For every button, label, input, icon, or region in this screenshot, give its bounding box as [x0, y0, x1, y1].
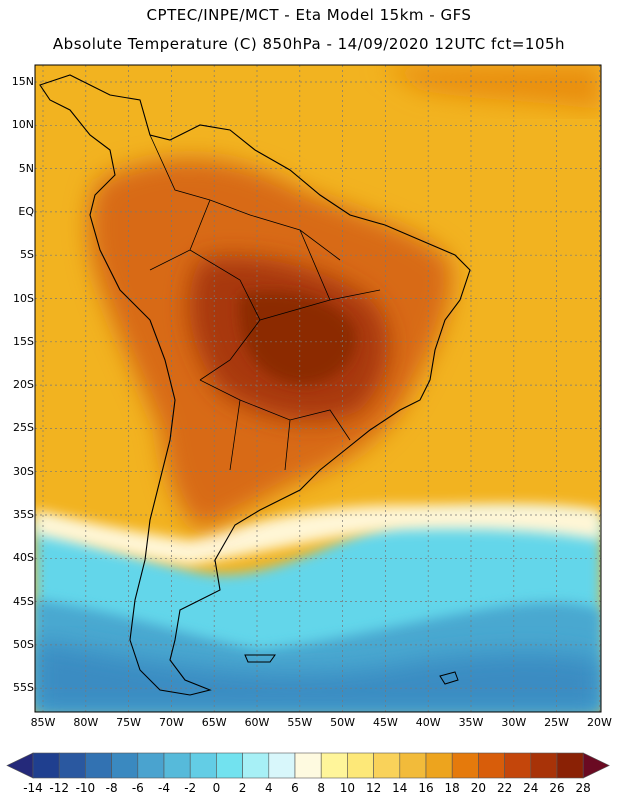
colorbar-tick-label: -2: [184, 781, 197, 795]
colorbar-tick-label: -8: [105, 781, 118, 795]
colorbar-tick-label: 26: [549, 781, 565, 795]
colorbar-tick-label: -12: [49, 781, 69, 795]
colorbar-swatch: [242, 752, 270, 779]
colorbar-tick-label: 2: [238, 781, 247, 795]
colorbar-swatch: [399, 752, 427, 779]
colorbar-tick-label: 4: [264, 781, 273, 795]
colorbar-swatch: [347, 752, 374, 779]
longitude-label: 60W: [244, 716, 270, 729]
colorbar-swatch: [268, 752, 296, 779]
colorbar-tick-label: -6: [131, 781, 144, 795]
colorbar-tick-label: 14: [392, 781, 408, 795]
colorbar-tick-label: 20: [470, 781, 487, 795]
latitude-label: 5S: [20, 248, 34, 262]
latitude-label: 45S: [13, 594, 34, 608]
colorbar-swatch: [58, 752, 86, 779]
colorbar-tick-label: 28: [575, 781, 591, 795]
longitude-label: 85W: [30, 716, 56, 729]
colorbar-high-arrow: [582, 752, 610, 779]
latitude-label: 15N: [11, 75, 34, 88]
latitude-label: 30S: [13, 464, 34, 478]
latitude-label: 35S: [13, 508, 34, 521]
colorbar-tick-label: 18: [444, 781, 460, 795]
colorbar-tick-label: 10: [339, 781, 356, 795]
latitude-label: 50S: [13, 637, 34, 651]
colorbar-swatch: [478, 752, 505, 779]
graticule: [35, 65, 601, 712]
colorbar-swatch: [530, 752, 558, 779]
colorbar-tick-label: 16: [418, 781, 434, 795]
colorbar-tick-label: 12: [365, 781, 382, 795]
colorbar-swatch: [556, 752, 584, 779]
colorbar-tick-label: -4: [158, 781, 170, 795]
longitude-label: 65W: [201, 716, 227, 729]
longitude-label: 70W: [158, 716, 184, 729]
colorbar-swatch: [425, 752, 453, 779]
map-title-line1: CPTEC/INPE/MCT - Eta Model 15km - GFS: [146, 6, 472, 24]
longitude-label: 45W: [372, 716, 398, 729]
map-title-line2: Absolute Temperature (C) 850hPa - 14/09/…: [52, 35, 566, 53]
latitude-label: 10N: [11, 118, 34, 132]
colorbar-tick-label: -14: [23, 781, 43, 795]
colorbar: [6, 752, 610, 779]
latitude-label: 15S: [13, 334, 34, 348]
colorbar-swatch: [85, 752, 112, 779]
colorbar-low-arrow: [6, 752, 34, 779]
longitude-label: 40W: [415, 716, 441, 729]
longitude-label: 50W: [330, 716, 356, 729]
colorbar-tick-label: -10: [75, 781, 96, 795]
colorbar-swatch: [189, 752, 217, 779]
latitude-label: 10S: [13, 291, 34, 305]
colorbar-swatch: [504, 752, 532, 779]
latitude-label: 20S: [13, 378, 34, 392]
latitude-label: 5N: [18, 161, 34, 175]
colorbar-tick-label: 6: [291, 781, 299, 795]
colorbar-swatch: [216, 752, 243, 779]
colorbar-swatch: [451, 752, 479, 779]
longitude-label: 75W: [116, 716, 142, 729]
latitude-label: EQ: [18, 204, 34, 218]
longitude-label: 20W: [586, 716, 612, 729]
longitude-label: 80W: [73, 716, 99, 729]
colorbar-swatch: [294, 752, 322, 779]
colorbar-tick-label: 8: [317, 781, 325, 795]
colorbar-swatch: [111, 752, 139, 779]
colorbar-swatch: [163, 752, 191, 779]
colorbar-swatch: [137, 752, 165, 779]
latitude-label: 55S: [13, 681, 34, 695]
colorbar-tick-label: 0: [212, 781, 221, 795]
temperature-field: [35, 65, 601, 712]
longitude-label: 25W: [544, 716, 570, 729]
longitude-label: 35W: [458, 716, 484, 729]
colorbar-swatch: [32, 752, 60, 779]
colorbar-tick-label: 24: [523, 781, 539, 795]
latitude-label: 40S: [13, 551, 34, 565]
colorbar-swatch: [373, 752, 401, 779]
latitude-label: 25S: [13, 421, 34, 435]
longitude-label: 30W: [501, 716, 527, 729]
colorbar-swatch: [320, 752, 348, 779]
colorbar-tick-label: 22: [496, 781, 513, 795]
map-frame: [34, 64, 602, 713]
coastline: [39, 74, 471, 696]
longitude-label: 55W: [287, 716, 313, 729]
